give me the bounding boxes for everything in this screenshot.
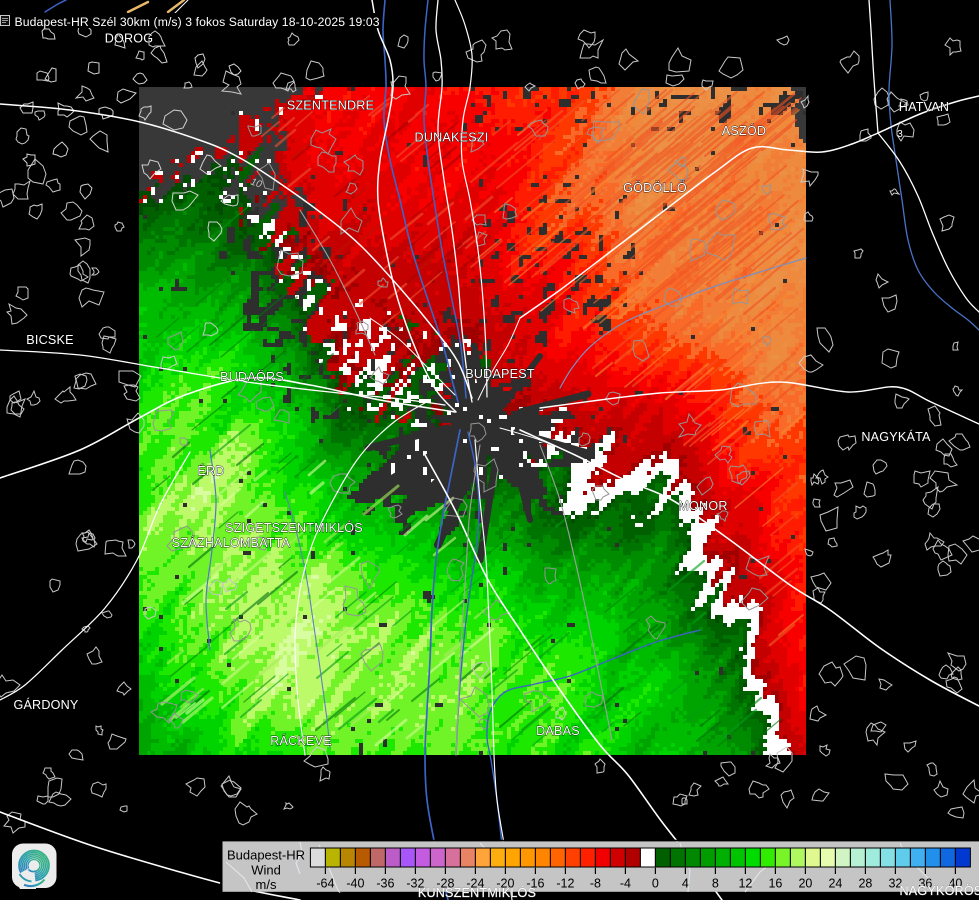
svg-text:-64: -64 bbox=[316, 877, 334, 891]
svg-text:28: 28 bbox=[858, 877, 872, 891]
svg-text:32: 32 bbox=[888, 877, 902, 891]
svg-text:0: 0 bbox=[652, 877, 659, 891]
svg-text:16: 16 bbox=[768, 877, 782, 891]
svg-text:NAGYKŐRÖS: NAGYKŐRÖS bbox=[900, 883, 979, 898]
svg-text:BUDAPEST: BUDAPEST bbox=[465, 367, 535, 381]
svg-text:ASZÓD: ASZÓD bbox=[722, 123, 766, 138]
svg-text:m/s: m/s bbox=[256, 877, 277, 892]
svg-text:-20: -20 bbox=[496, 877, 514, 891]
svg-text:MONOR: MONOR bbox=[678, 499, 727, 513]
svg-text:-4: -4 bbox=[620, 877, 631, 891]
svg-text:36: 36 bbox=[918, 877, 932, 891]
svg-text:Wind: Wind bbox=[251, 862, 281, 877]
svg-text:SZENTENDRE: SZENTENDRE bbox=[287, 99, 374, 113]
svg-text:Budapest-HR Szél 30km (m/s) 3: Budapest-HR Szél 30km (m/s) 3 fokos Satu… bbox=[15, 15, 380, 29]
svg-text:20: 20 bbox=[798, 877, 812, 891]
svg-text:KUNSZENTMIKLÓS: KUNSZENTMIKLÓS bbox=[418, 885, 536, 900]
svg-text:SZÁZHALOMBATTA: SZÁZHALOMBATTA bbox=[172, 535, 291, 550]
svg-text:HATVAN: HATVAN bbox=[899, 100, 949, 114]
svg-text:SZIGETSZENTMIKLÓS: SZIGETSZENTMIKLÓS bbox=[225, 520, 363, 535]
svg-text:ÉRD: ÉRD bbox=[197, 463, 224, 478]
svg-text:-12: -12 bbox=[556, 877, 574, 891]
svg-text:GÖDÖLLŐ: GÖDÖLLŐ bbox=[623, 180, 687, 195]
svg-text:-36: -36 bbox=[376, 877, 394, 891]
svg-text:Budapest-HR: Budapest-HR bbox=[227, 848, 305, 863]
svg-text:NAGYKÁTA: NAGYKÁTA bbox=[861, 429, 931, 444]
svg-text:BUDAÖRS: BUDAÖRS bbox=[220, 370, 284, 384]
svg-text:DOROG: DOROG bbox=[105, 32, 154, 46]
svg-text:DUNAKESZI: DUNAKESZI bbox=[415, 131, 489, 145]
svg-text:-28: -28 bbox=[436, 877, 454, 891]
svg-text:24: 24 bbox=[828, 877, 842, 891]
svg-text:-24: -24 bbox=[466, 877, 484, 891]
svg-text:-32: -32 bbox=[406, 877, 424, 891]
svg-text:40: 40 bbox=[948, 877, 962, 891]
svg-text:3: 3 bbox=[897, 128, 903, 140]
svg-text:10: 10 bbox=[249, 176, 264, 190]
svg-text:12: 12 bbox=[738, 877, 752, 891]
svg-text:8: 8 bbox=[712, 877, 719, 891]
svg-text:GÁRDONY: GÁRDONY bbox=[13, 697, 78, 712]
svg-text:-40: -40 bbox=[346, 877, 364, 891]
svg-text:DABAS: DABAS bbox=[536, 724, 580, 738]
svg-text:4: 4 bbox=[682, 877, 689, 891]
svg-text:-8: -8 bbox=[590, 877, 601, 891]
svg-text:-16: -16 bbox=[526, 877, 544, 891]
svg-text:BICSKE: BICSKE bbox=[26, 333, 73, 347]
svg-text:RÁCKEVE: RÁCKEVE bbox=[270, 733, 332, 748]
